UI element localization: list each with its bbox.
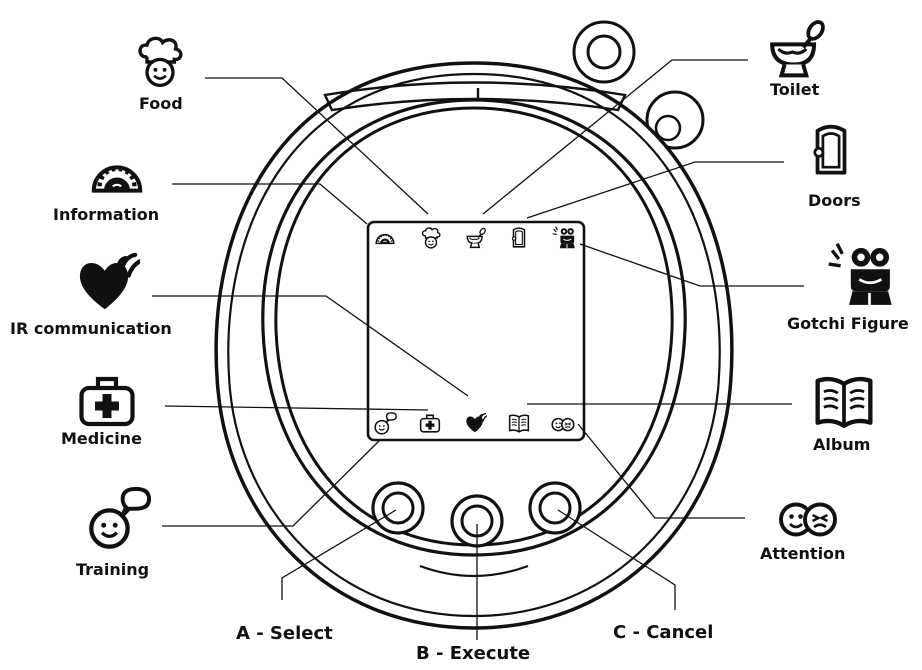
label-information: Information xyxy=(53,205,160,224)
label-album: Album xyxy=(813,435,871,454)
label-medicine: Medicine xyxy=(61,429,142,448)
album-icon xyxy=(818,379,871,426)
button-c[interactable] xyxy=(528,481,582,535)
leader-information xyxy=(172,183,368,225)
label-gotchi-figure: Gotchi Figure xyxy=(787,314,909,333)
leader-button-c xyxy=(557,509,676,610)
lcd-doors-icon xyxy=(511,227,526,248)
leader-doors xyxy=(526,161,784,219)
training-icon xyxy=(91,489,149,547)
gotchi-figure-icon xyxy=(826,242,894,307)
leader-button-a xyxy=(281,509,397,600)
lcd-screen xyxy=(366,220,586,442)
device-buttons xyxy=(371,481,582,548)
doors-icon xyxy=(815,127,845,173)
keychain-ring xyxy=(572,20,636,84)
toilet-icon xyxy=(772,19,826,75)
ir-communication-icon xyxy=(80,255,140,309)
label-button-a: A - Select xyxy=(236,623,333,644)
button-b[interactable] xyxy=(450,494,504,548)
label-food: Food xyxy=(139,94,183,113)
top-bezel-band xyxy=(323,81,627,112)
side-loop xyxy=(645,90,705,150)
callout-lines xyxy=(152,59,804,640)
label-training: Training xyxy=(76,560,150,579)
leader-training xyxy=(162,439,381,527)
side-loop-hole xyxy=(654,114,682,142)
leader-attention xyxy=(577,423,745,519)
label-attention: Attention xyxy=(760,544,846,563)
leader-medicine xyxy=(164,405,429,411)
information-icon xyxy=(94,167,140,190)
leader-food xyxy=(205,77,429,215)
food-icon xyxy=(138,36,183,88)
bottom-lip xyxy=(419,564,529,578)
lcd-attention-icon xyxy=(551,417,575,432)
outer-shell-inner-rim xyxy=(227,72,721,618)
leader-toilet xyxy=(482,59,748,215)
label-button-b: B - Execute xyxy=(416,643,531,664)
keychain-hole xyxy=(586,34,622,70)
device-body xyxy=(214,20,734,630)
leader-ir-communication xyxy=(152,295,469,397)
label-toilet: Toilet xyxy=(770,80,820,99)
label-ir-communication: IR communication xyxy=(10,319,172,338)
medicine-icon xyxy=(82,379,133,424)
leader-gotchi-figure xyxy=(579,243,804,287)
attention-icon xyxy=(781,505,835,535)
label-button-c: C - Cancel xyxy=(613,622,714,643)
button-a[interactable] xyxy=(371,481,425,535)
lcd-album-icon xyxy=(508,414,530,433)
label-doors: Doors xyxy=(808,191,861,210)
